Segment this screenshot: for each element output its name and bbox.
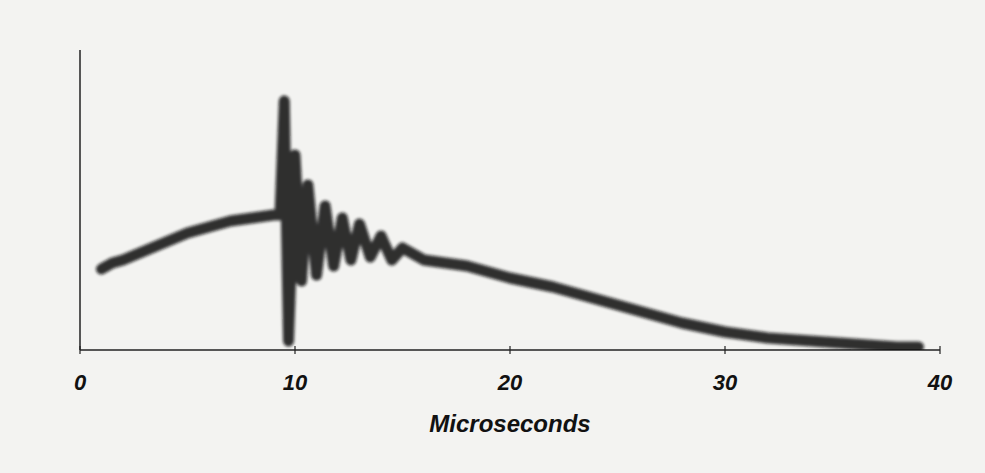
x-tick-label: 0 bbox=[74, 370, 87, 395]
x-tick bbox=[724, 346, 725, 354]
plot-area bbox=[102, 101, 919, 347]
x-tick-label: 20 bbox=[497, 370, 523, 395]
trace-line bbox=[102, 101, 919, 347]
x-tick-label: 40 bbox=[927, 370, 953, 395]
x-tick bbox=[939, 346, 940, 354]
x-tick-label: 10 bbox=[283, 370, 308, 395]
chart: 0 10 20 30 40 Microseconds bbox=[0, 0, 985, 473]
x-tick bbox=[79, 346, 80, 354]
y-axis bbox=[79, 50, 81, 350]
x-tick bbox=[294, 346, 295, 354]
x-tick bbox=[509, 346, 510, 354]
x-axis-title: Microseconds bbox=[429, 410, 590, 437]
x-tick-label: 30 bbox=[713, 370, 738, 395]
